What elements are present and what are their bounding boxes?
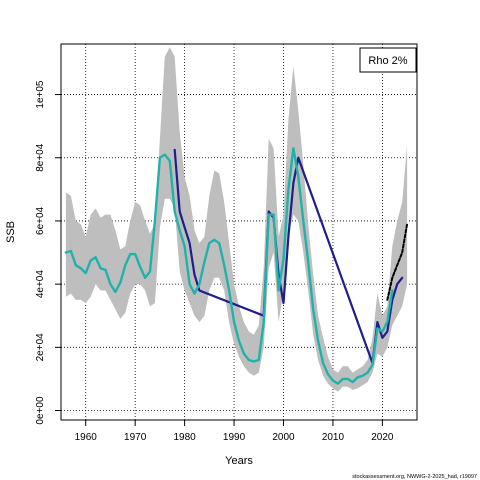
- y-axis-title: SSB: [5, 221, 17, 243]
- y-tick-label: 2e+04: [35, 333, 46, 362]
- confidence-band: [65, 47, 408, 392]
- y-tick-label: 6e+04: [35, 206, 46, 235]
- series-line-retro-peels: [173, 148, 404, 365]
- series-lines: [64, 147, 409, 385]
- y-tick-label: 8e+04: [35, 143, 46, 172]
- x-tick-label: 2010: [322, 432, 345, 443]
- x-axis: 1960 1970 1980 1990 2000 2010 2020: [75, 420, 394, 443]
- x-tick-label: 2020: [371, 432, 394, 443]
- series-line-estimate: [64, 147, 394, 385]
- footer-credit: stockassessment.org, NWWG-2-2025_had, r1…: [352, 474, 477, 480]
- series-line-forecast: [386, 223, 409, 301]
- confidence-band-area: [65, 47, 408, 392]
- x-tick-label: 1980: [173, 432, 196, 443]
- x-tick-label: 1990: [223, 432, 246, 443]
- x-axis-title: Years: [225, 455, 253, 467]
- plot-frame: [60, 43, 418, 421]
- legend-box: [359, 47, 417, 73]
- x-tick-label: 1970: [124, 432, 147, 443]
- x-tick-label: 2000: [272, 432, 295, 443]
- y-tick-label: 1e+05: [35, 80, 46, 109]
- y-tick-label: 4e+04: [35, 270, 46, 299]
- legend-entry: Rho 2%: [368, 55, 407, 67]
- y-axis: 0e+00 2e+04 4e+04 6e+04 8e+04 1e+05: [35, 80, 61, 425]
- y-tick-label: 0e+00: [35, 396, 46, 425]
- legend: Rho 2%: [359, 47, 417, 73]
- x-tick-label: 1960: [75, 432, 98, 443]
